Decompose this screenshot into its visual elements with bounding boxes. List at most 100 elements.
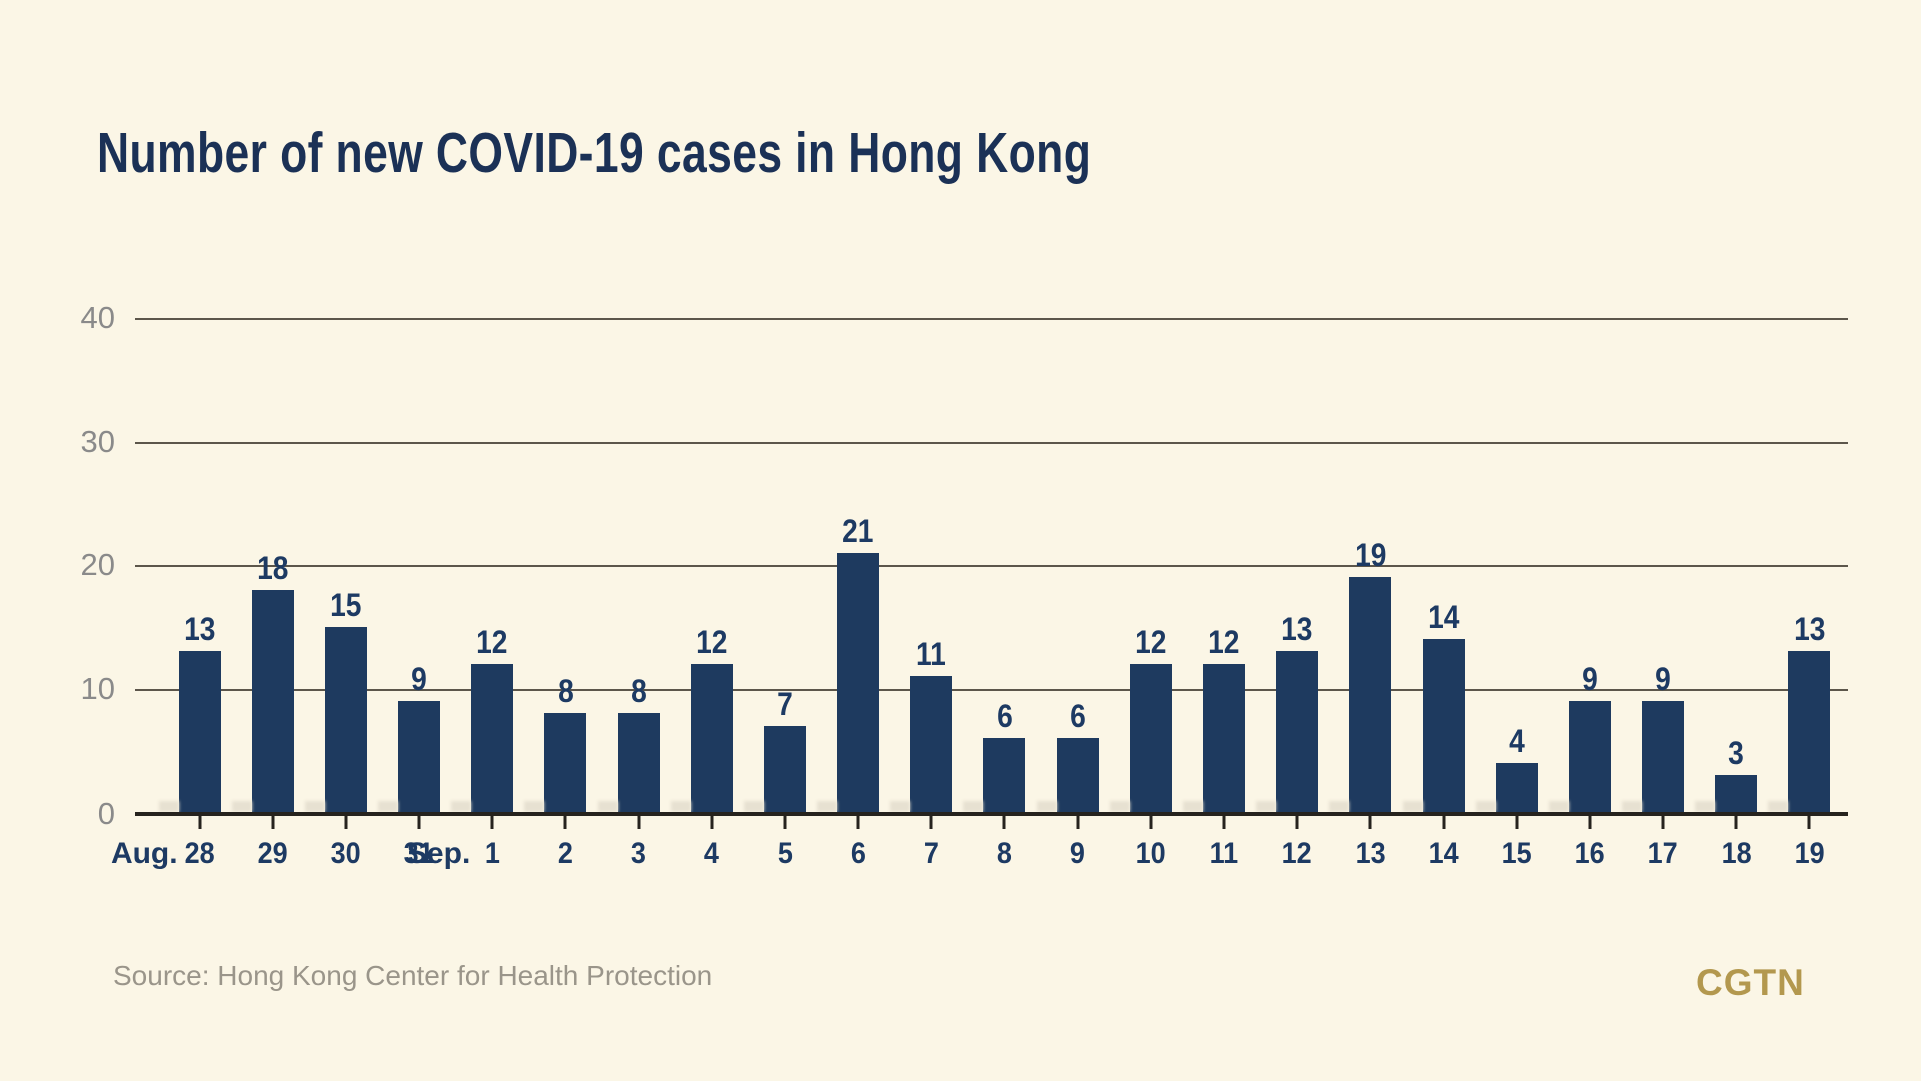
bar-shadow — [1622, 801, 1643, 812]
bar — [1495, 762, 1538, 812]
bar-slot: 12 4 — [670, 318, 748, 869]
bar-value-label: 8 — [630, 673, 647, 710]
bar-value-label: 19 — [1354, 537, 1386, 574]
y-tick-label-20: 20 — [80, 547, 115, 583]
bar — [1056, 737, 1099, 812]
bar-shadow — [231, 801, 252, 812]
x-tick-label: 8 — [968, 839, 1041, 869]
x-axis-tick — [271, 812, 275, 829]
bar-slot: 12 11 — [1183, 318, 1260, 869]
x-label-day: 28 — [184, 837, 215, 870]
bar-value-label: 9 — [1655, 660, 1671, 697]
bar — [910, 676, 953, 812]
x-label-day: 6 — [850, 837, 866, 870]
bar-value-label: 12 — [1208, 623, 1240, 660]
x-tick-label: 13 — [1334, 839, 1407, 869]
x-label-month: Sep. — [406, 837, 471, 870]
x-label-day: 30 — [330, 837, 361, 870]
bar-slot: 13 19 — [1768, 318, 1846, 869]
x-axis-tick — [417, 812, 421, 829]
cgtn-logo: CGTN — [1696, 962, 1805, 1003]
x-tick-label: 2 — [529, 839, 602, 869]
x-axis-tick — [563, 812, 567, 829]
x-label-day: 12 — [1282, 837, 1313, 870]
bar-value-label: 9 — [1582, 660, 1598, 697]
x-label-day: 15 — [1501, 837, 1532, 870]
bar-value-label: 13 — [1793, 611, 1826, 648]
bar-shadow — [158, 801, 179, 812]
bar-value-label: 9 — [411, 660, 427, 697]
x-label-day: 8 — [996, 837, 1012, 870]
x-axis-line: 0 — [98, 796, 1848, 831]
x-label-day: 7 — [923, 837, 939, 870]
bar-value-label: 15 — [330, 586, 362, 623]
bar — [178, 651, 221, 812]
bar — [837, 552, 880, 812]
bar — [1568, 700, 1611, 812]
x-axis-tick — [1734, 812, 1738, 829]
x-label-day: 17 — [1647, 837, 1679, 870]
x-axis-tick — [1442, 812, 1445, 829]
x-axis-tick — [1588, 812, 1592, 829]
bar-shadow — [670, 801, 691, 812]
bar-shadow — [1768, 801, 1789, 812]
x-label-day: 5 — [777, 837, 793, 870]
bar-shadow — [304, 801, 325, 812]
bar-slot: 19 13 — [1329, 318, 1407, 869]
bar-slot: 15 30 — [304, 318, 382, 869]
x-label-day: 11 — [1209, 837, 1239, 870]
x-label-day: 2 — [557, 837, 573, 870]
x-axis-tick — [1515, 812, 1519, 829]
bar — [324, 626, 367, 812]
x-axis-tick — [783, 812, 787, 829]
x-axis-tick — [490, 812, 494, 829]
bar-slot: 9 31 — [378, 318, 456, 869]
gridline-30: 30 — [81, 424, 1848, 459]
bar-value-label: 7 — [777, 685, 793, 722]
bar-shadow — [1695, 801, 1716, 812]
bar — [1422, 639, 1465, 812]
bar-slot: 13 12 — [1256, 318, 1334, 869]
y-tick-label-40: 40 — [80, 300, 115, 336]
bar — [1276, 651, 1319, 812]
x-axis-tick — [1807, 812, 1811, 829]
bar-value-label: 12 — [696, 623, 728, 660]
bar-value-label: 18 — [257, 549, 289, 586]
source-attribution: Source: Hong Kong Center for Health Prot… — [113, 960, 713, 991]
x-label-day: 9 — [1070, 837, 1086, 870]
bar-value-label: 6 — [996, 697, 1013, 734]
x-axis-tick — [1149, 812, 1153, 829]
x-label-month: Aug. — [110, 837, 178, 870]
bar-slot: 18 29 — [231, 318, 309, 869]
x-axis-tick — [344, 812, 348, 829]
x-tick-label: 11 — [1187, 839, 1260, 869]
bar-shadow — [1329, 801, 1350, 812]
gridline-20: 20 — [81, 547, 1848, 582]
bar-value-label: 8 — [557, 673, 574, 710]
bar — [763, 725, 806, 812]
bar-shadow — [1402, 801, 1423, 812]
bar-value-label: 12 — [1135, 623, 1167, 660]
gridline-40: 40 — [81, 300, 1848, 335]
y-tick-label-0: 0 — [97, 796, 115, 832]
x-tick-label: 9 — [1041, 839, 1114, 869]
x-label-day: 14 — [1428, 837, 1459, 870]
x-tick-label: 10 — [1114, 839, 1187, 869]
x-axis-tick — [710, 812, 714, 829]
bar-value-label: 11 — [916, 636, 947, 673]
bar-value-label: 12 — [476, 623, 508, 660]
x-tick-label: 18 — [1700, 839, 1773, 869]
x-label-day: 3 — [631, 837, 647, 870]
bar-value-label: 13 — [183, 611, 216, 648]
bar-shadow — [1109, 801, 1130, 812]
x-tick-label: 12 — [1261, 839, 1334, 869]
x-label-day: 10 — [1135, 837, 1166, 870]
x-tick-label: 31 — [383, 839, 456, 869]
x-label-day: 4 — [704, 837, 720, 870]
bar — [983, 737, 1026, 812]
